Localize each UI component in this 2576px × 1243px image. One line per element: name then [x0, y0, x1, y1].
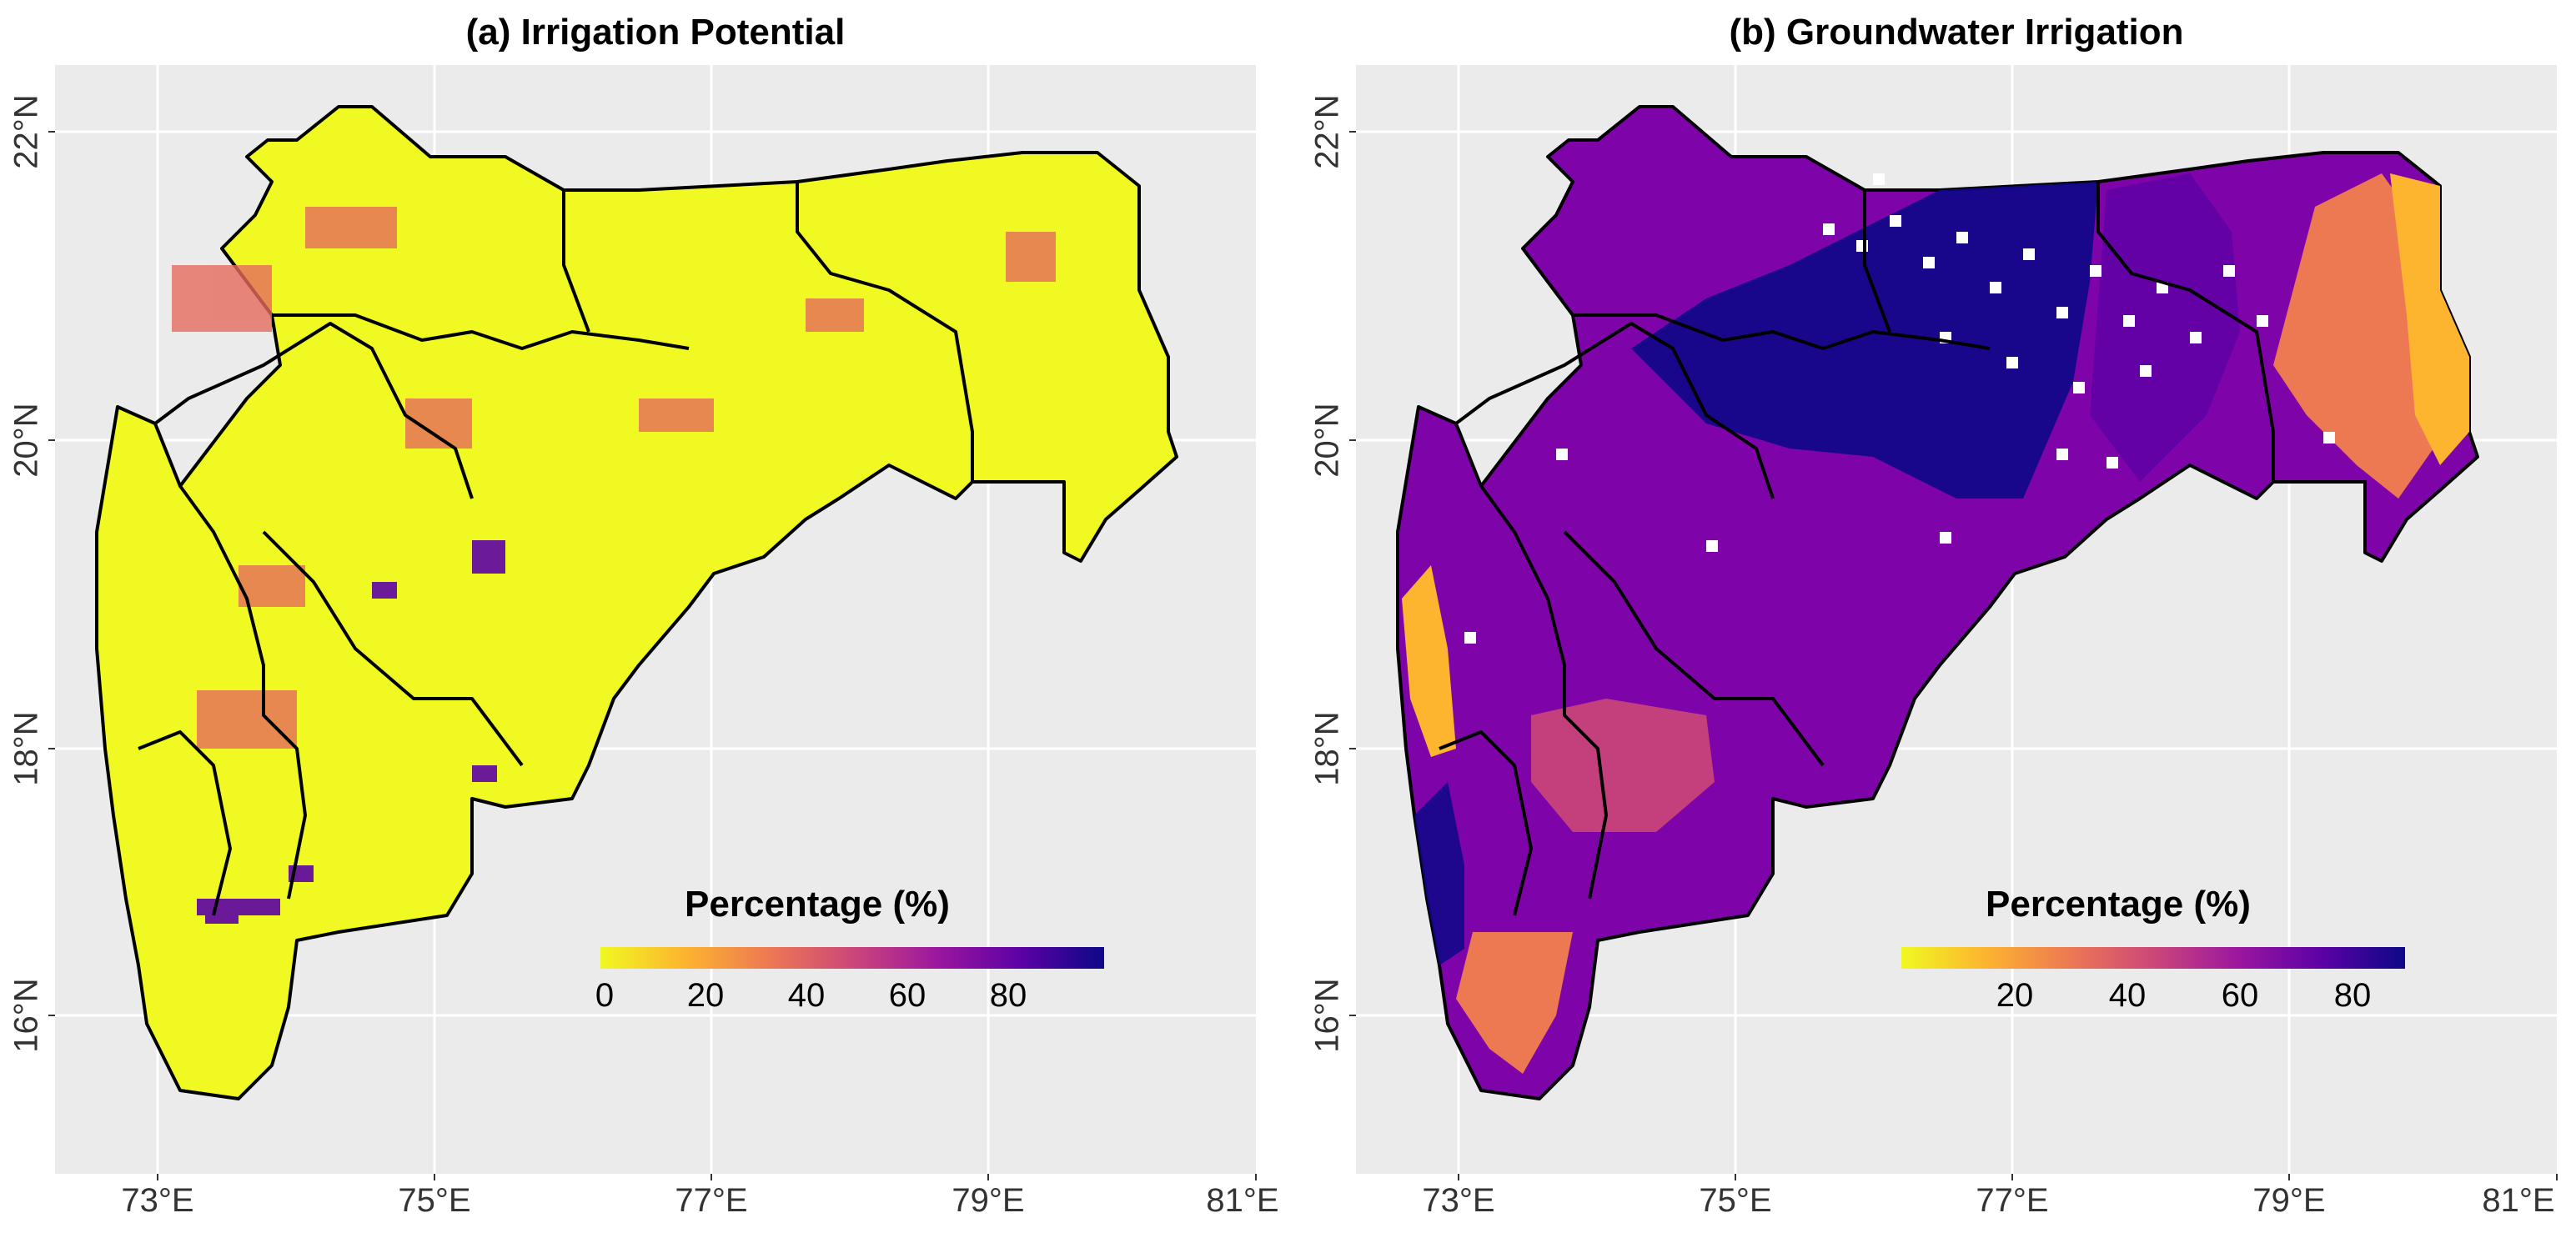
x-tick-label: 79°E: [952, 1182, 1025, 1219]
state-shape: [95, 105, 1178, 1100]
x-tick-label: 77°E: [675, 1182, 748, 1219]
legend-tick-label: 20: [686, 977, 725, 1014]
map-panel-irrigation-potential: (a) Irrigation Potential: [0, 0, 1279, 1243]
x-tick-label: 79°E: [2252, 1182, 2326, 1219]
y-tick-label: 22°N: [8, 94, 45, 169]
legend-tick-label: 0: [595, 977, 615, 1014]
color-legend: Percentage (%) 0 20 40 60 80: [534, 884, 1104, 1034]
region-boundaries: [138, 182, 974, 916]
map-plot-area: [55, 65, 1256, 1174]
legend-color-bar: [1901, 947, 2405, 969]
high-value-patches: [172, 207, 1056, 749]
x-tick-label: 73°E: [121, 1182, 194, 1219]
panel-title: (a) Irrigation Potential: [465, 12, 846, 53]
legend-tick-label: 40: [787, 977, 826, 1014]
x-tick-label: 73°E: [1422, 1182, 1495, 1219]
legend-color-bar: [600, 947, 1104, 969]
x-tick-label: 81°E: [1206, 1182, 1279, 1219]
panel-title: (b) Groundwater Irrigation: [1729, 12, 2184, 53]
legend-tick-label: 40: [2108, 977, 2147, 1014]
x-tick-label: 75°E: [398, 1182, 471, 1219]
legend-tick-label: 80: [2333, 977, 2372, 1014]
legend-tick-label: 20: [1996, 977, 2034, 1014]
color-legend: Percentage (%) 20 40 60 80: [1835, 884, 2405, 1034]
y-tick-label: 18°N: [8, 711, 45, 786]
legend-title: Percentage (%): [1986, 884, 2251, 925]
y-tick-label: 20°N: [1308, 403, 1346, 478]
y-tick-label: 18°N: [1308, 711, 1346, 786]
y-tick-label: 20°N: [8, 403, 45, 478]
y-tick-label: 16°N: [1308, 978, 1346, 1053]
map-plot-area: [1356, 65, 2557, 1174]
y-tick-label: 16°N: [8, 978, 45, 1053]
legend-tick-label: 60: [888, 977, 926, 1014]
x-tick-label: 75°E: [1699, 1182, 1772, 1219]
x-tick-label: 81°E: [2482, 1182, 2555, 1219]
legend-title: Percentage (%): [685, 884, 950, 925]
region-boundaries: [1439, 182, 2275, 916]
map-panel-groundwater-irrigation: (b) Groundwater Irrigation: [1301, 0, 2568, 1243]
value-regions: [1402, 173, 2469, 1074]
x-tick-label: 77°E: [1976, 1182, 2049, 1219]
y-tick-label: 22°N: [1308, 94, 1346, 169]
legend-tick-label: 60: [2221, 977, 2259, 1014]
legend-tick-label: 80: [989, 977, 1027, 1014]
